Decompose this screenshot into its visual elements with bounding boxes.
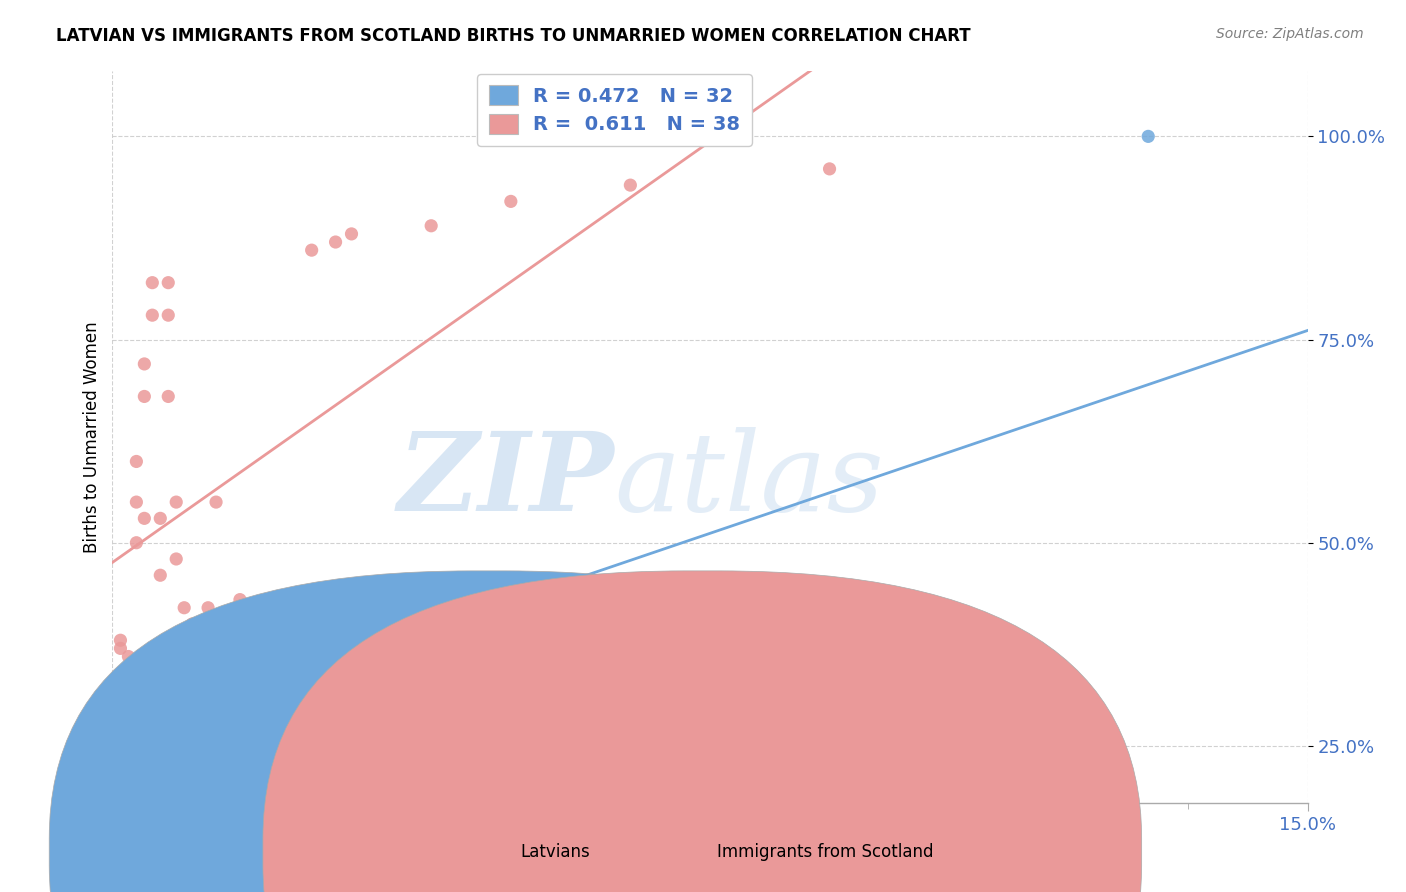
Point: [141, 276, 163, 290]
Text: Latvians: Latvians: [520, 843, 591, 861]
Point: [173, 600, 195, 615]
Point: [188, 657, 211, 672]
Point: [141, 681, 163, 696]
Point: [1137, 129, 1160, 144]
Point: [110, 633, 132, 648]
Point: [110, 710, 132, 724]
Text: LATVIAN VS IMMIGRANTS FROM SCOTLAND BIRTHS TO UNMARRIED WOMEN CORRELATION CHART: LATVIAN VS IMMIGRANTS FROM SCOTLAND BIRT…: [56, 27, 972, 45]
Point: [212, 673, 235, 688]
Point: [117, 665, 139, 680]
Point: [149, 702, 172, 716]
Point: [149, 568, 172, 582]
Point: [165, 552, 187, 566]
Point: [325, 235, 347, 249]
Point: [420, 219, 443, 233]
Point: [229, 747, 252, 761]
Point: [181, 665, 204, 680]
Text: Immigrants from Scotland: Immigrants from Scotland: [717, 843, 934, 861]
Point: [699, 816, 721, 830]
Point: [818, 161, 841, 176]
Point: [173, 633, 195, 648]
Point: [110, 698, 132, 713]
Point: [110, 670, 132, 684]
Point: [157, 276, 180, 290]
Point: [149, 511, 172, 525]
Y-axis label: Births to Unmarried Women: Births to Unmarried Women: [83, 321, 101, 553]
Point: [301, 243, 323, 257]
Point: [197, 600, 219, 615]
Point: [340, 227, 363, 241]
Point: [134, 690, 156, 705]
Point: [134, 511, 156, 525]
Point: [221, 654, 243, 668]
Point: [157, 308, 180, 322]
Point: [221, 665, 243, 680]
Point: [181, 710, 204, 724]
Point: [125, 535, 148, 549]
Text: atlas: atlas: [614, 427, 884, 534]
Text: ZIP: ZIP: [398, 427, 614, 534]
Point: [245, 751, 267, 765]
Point: [141, 308, 163, 322]
Point: [134, 357, 156, 371]
Point: [212, 723, 235, 737]
Point: [165, 710, 187, 724]
Point: [277, 764, 299, 778]
Point: [181, 617, 204, 632]
Point: [141, 706, 163, 721]
Point: [173, 706, 195, 721]
Point: [110, 641, 132, 656]
Point: [205, 495, 228, 509]
Point: [165, 495, 187, 509]
Legend: R = 0.472   N = 32, R =  0.611   N = 38: R = 0.472 N = 32, R = 0.611 N = 38: [477, 74, 752, 146]
Point: [205, 698, 228, 713]
Point: [619, 178, 641, 193]
Point: [499, 194, 522, 209]
Point: [117, 649, 139, 664]
Point: [117, 706, 139, 721]
Point: [125, 681, 148, 696]
Point: [229, 592, 252, 607]
Point: [188, 710, 211, 724]
Point: [260, 727, 283, 741]
Point: [157, 389, 180, 403]
Point: [157, 698, 180, 713]
Point: [101, 681, 124, 696]
Point: [134, 389, 156, 403]
Point: [260, 649, 283, 664]
Point: [134, 673, 156, 688]
Point: [125, 662, 148, 676]
Point: [117, 690, 139, 705]
Point: [117, 670, 139, 684]
Point: [380, 816, 402, 830]
Point: [125, 454, 148, 468]
Point: [125, 495, 148, 509]
Point: [101, 673, 124, 688]
Point: [125, 702, 148, 716]
Text: Source: ZipAtlas.com: Source: ZipAtlas.com: [1216, 27, 1364, 41]
Point: [197, 702, 219, 716]
Point: [149, 690, 172, 705]
